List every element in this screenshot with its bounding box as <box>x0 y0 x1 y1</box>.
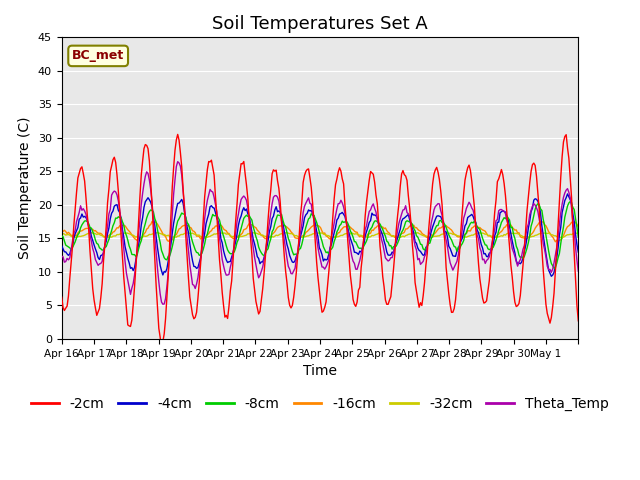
Text: BC_met: BC_met <box>72 49 124 62</box>
Title: Soil Temperatures Set A: Soil Temperatures Set A <box>212 15 428 33</box>
Y-axis label: Soil Temperature (C): Soil Temperature (C) <box>19 117 32 259</box>
Legend: -2cm, -4cm, -8cm, -16cm, -32cm, Theta_Temp: -2cm, -4cm, -8cm, -16cm, -32cm, Theta_Te… <box>26 391 614 417</box>
X-axis label: Time: Time <box>303 364 337 378</box>
